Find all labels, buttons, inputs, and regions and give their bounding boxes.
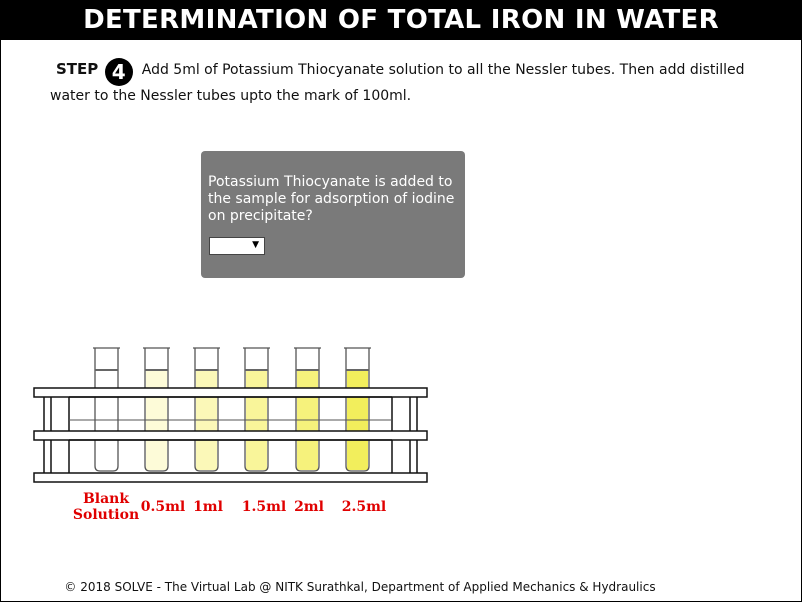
step-number-badge: 4 xyxy=(104,58,133,86)
step-label: STEP xyxy=(56,60,99,78)
nessler-tube[interactable] xyxy=(294,347,321,472)
tube-label-line1: 1.5ml xyxy=(241,499,287,515)
quiz-question: Potassium Thiocyanate is added to the sa… xyxy=(208,174,455,224)
nessler-tube[interactable] xyxy=(93,347,120,472)
nessler-tube[interactable] xyxy=(143,347,170,472)
tube-label-line1: 2ml xyxy=(294,499,324,515)
tube-label: 2.5ml xyxy=(324,499,404,515)
tube-label: 1.5ml xyxy=(224,499,304,515)
step-instruction: STEP 4 Add 5ml of Potassium Thiocyanate s… xyxy=(50,58,770,107)
page-title: DETERMINATION OF TOTAL IRON IN WATER xyxy=(0,0,802,40)
tube-label-line2: Solution xyxy=(72,507,140,523)
answer-dropdown[interactable]: ▼ xyxy=(209,237,265,255)
nessler-tube[interactable] xyxy=(243,347,270,472)
footer-copyright: © 2018 SOLVE - The Virtual Lab @ NITK Su… xyxy=(64,580,656,594)
tube-label-line1: 1ml xyxy=(193,499,223,515)
rack-frame xyxy=(33,387,428,483)
step-instruction-text: Add 5ml of Potassium Thiocyanate solutio… xyxy=(50,62,745,104)
tube-label-line1: 0.5ml xyxy=(140,499,186,515)
tube-label: Blank Solution xyxy=(66,491,146,523)
nessler-tube[interactable] xyxy=(193,347,220,472)
tube-label-line1: 2.5ml xyxy=(341,499,387,515)
nessler-tube[interactable] xyxy=(344,347,371,472)
tube-label-line1: Blank xyxy=(82,491,130,507)
tube-label: 2ml xyxy=(269,499,349,515)
tube-label: 0.5ml xyxy=(123,499,203,515)
tube-label: 1ml xyxy=(168,499,248,515)
quiz-panel: Potassium Thiocyanate is added to the sa… xyxy=(201,151,465,278)
triangle-down-icon: ▼ xyxy=(252,240,259,250)
